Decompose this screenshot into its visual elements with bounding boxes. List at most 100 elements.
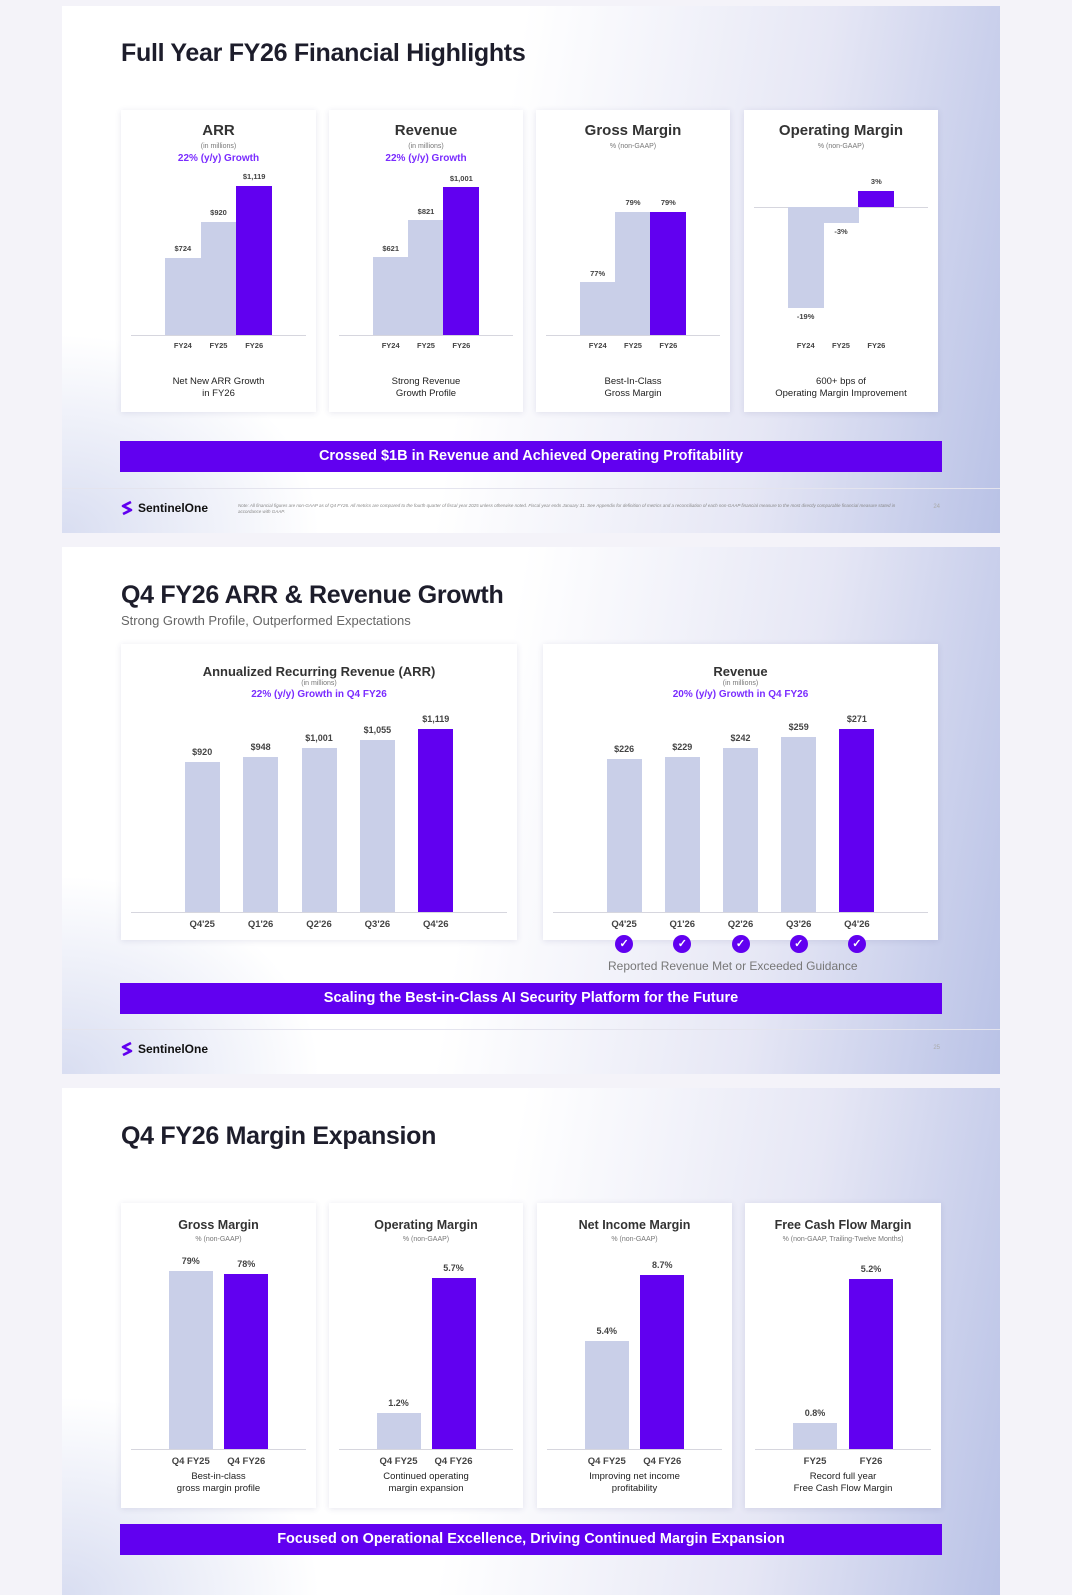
value-label: $226 <box>614 744 635 755</box>
chart-subtitle: % (non-GAAP) <box>195 1236 242 1243</box>
axis-baseline <box>131 1449 306 1450</box>
bar-Q4 FY25 <box>168 1271 213 1449</box>
check-circle-icon: ✓ <box>615 935 634 953</box>
sentinelone-mark-icon <box>121 1041 133 1057</box>
chart-subtitle: % (non-GAAP, Trailing-Twelve Months) <box>782 1236 904 1243</box>
x-tick-label: Q2'26 <box>727 919 754 930</box>
x-tick-label: Q4 FY26 <box>643 1456 682 1467</box>
bar-Q4 FY26 <box>431 1278 476 1449</box>
bar-FY26 <box>236 185 273 335</box>
value-label: $948 <box>250 742 271 753</box>
value-label: $1,001 <box>449 173 473 183</box>
net-income-margin-card: Net Income Margin % (non-GAAP) 5.4% Q4 FY25… <box>537 1203 732 1508</box>
gross-margin-card: Gross Margin % (non-GAAP) 77% FY24 79% FY25 79… <box>536 110 730 412</box>
plot-area: $226 Q4'25 $229 Q1'26 $242 Q2'26 $259 Q3'26 $271… <box>553 714 928 930</box>
axis-baseline <box>553 912 928 913</box>
x-tick-label: FY25 <box>803 1456 827 1467</box>
x-tick-label: FY25 <box>417 341 435 350</box>
plot-area: 0.8% FY25 5.2% FY26 <box>755 1264 931 1467</box>
footer-divider <box>62 1029 1000 1030</box>
footnote: Note: All financial figures are non-GAAP… <box>238 503 896 514</box>
growth-label: 22% (y/y) Growth in Q4 FY26 <box>251 689 387 700</box>
bar-FY24 <box>787 206 824 309</box>
value-label: -19% <box>796 312 815 322</box>
chart-note: Best-in-class gross margin profile <box>176 1471 261 1494</box>
bar-Q4 FY25 <box>376 1413 421 1449</box>
x-tick-label: Q1'26 <box>669 919 696 930</box>
slide-title: Q4 FY26 Margin Expansion <box>121 1122 437 1150</box>
bar-Q3'26 <box>781 736 817 912</box>
gross-margin-card: Gross Margin % (non-GAAP) 79% Q4 FY25 78% Q4 … <box>121 1203 316 1508</box>
bar-FY25 <box>615 211 651 335</box>
chart-subtitle: (in millions) <box>722 680 759 687</box>
x-tick-label: Q4'25 <box>189 919 215 930</box>
chart-subtitle: (in millions) <box>200 143 237 150</box>
bar-Q2'26 <box>723 748 758 912</box>
x-tick-label: FY25 <box>624 341 642 350</box>
chart-subtitle: % (non-GAAP) <box>402 1236 450 1243</box>
bar-Q1'26 <box>243 757 279 912</box>
value-label: $621 <box>382 243 399 253</box>
check-circle-icon: ✓ <box>673 935 692 953</box>
value-label: $1,119 <box>422 714 450 725</box>
value-label: $920 <box>210 208 227 218</box>
value-label: $242 <box>730 733 751 744</box>
bar-FY24 <box>164 257 201 335</box>
axis-baseline <box>131 335 306 336</box>
x-tick-label: Q4 FY25 <box>379 1456 418 1467</box>
bar-FY26 <box>858 190 895 207</box>
value-label: 8.7% <box>651 1260 673 1270</box>
value-label: -3% <box>834 226 848 236</box>
x-tick-label: FY26 <box>867 341 886 350</box>
bar-FY24 <box>372 257 409 335</box>
chart-note: Strong Revenue Growth Profile <box>391 376 461 399</box>
arr-quarterly-card: Annualized Recurring Revenue (ARR) (in mi… <box>121 644 517 940</box>
value-label: 1.2% <box>388 1398 409 1408</box>
value-label: $724 <box>174 244 192 254</box>
bar-FY26 <box>849 1278 893 1449</box>
plot-area: $920 Q4'25 $948 Q1'26 $1,001 Q2'26 $1,055 Q3'26… <box>131 714 507 930</box>
chart-title: Operating Margin <box>374 1218 478 1232</box>
plot-area: $621 FY24 $821 FY25 $1,001 FY26 <box>339 174 513 350</box>
x-tick-label: Q4'25 <box>611 919 637 930</box>
x-tick-label: Q3'26 <box>785 919 812 930</box>
bar-FY25 <box>823 206 859 223</box>
bar-Q4'26 <box>839 728 875 912</box>
x-tick-label: FY26 <box>452 341 471 350</box>
chart-title: Gross Margin <box>178 1218 259 1232</box>
value-label: 79% <box>625 198 641 208</box>
growth-label: 22% (y/y) Growth <box>177 153 260 164</box>
x-tick-label: Q3'26 <box>364 919 391 930</box>
sentinelone-logo: SentinelOne <box>120 1041 208 1057</box>
x-tick-label: FY24 <box>588 341 607 350</box>
x-tick-label: FY26 <box>859 1456 883 1467</box>
chart-title: Revenue <box>713 664 768 679</box>
slide-title: Full Year FY26 Financial Highlights <box>121 39 526 67</box>
x-tick-label: Q1'26 <box>247 919 274 930</box>
plot-area: 77% FY24 79% FY25 79% FY26 <box>546 180 720 350</box>
guidance-caption: Reported Revenue Met or Exceeded Guidanc… <box>608 959 858 973</box>
chart-subtitle: (in millions) <box>301 680 337 687</box>
chart-note: 600+ bps of Operating Margin Improvement <box>775 376 907 399</box>
chart-title: Revenue <box>394 122 458 139</box>
value-label: $1,001 <box>305 733 333 744</box>
x-tick-label: Q2'26 <box>306 919 332 930</box>
check-circle-icon: ✓ <box>731 935 750 953</box>
highlight-banner: Scaling the Best-in-Class AI Security Pl… <box>120 983 942 1014</box>
brand-name: SentinelOne <box>138 501 209 515</box>
chart-note: Net New ARR Growth in FY26 <box>172 376 265 399</box>
page-number: 24 <box>933 504 940 510</box>
value-label: 77% <box>590 268 606 278</box>
plot-area: 1.2% Q4 FY25 5.7% Q4 FY26 <box>339 1263 513 1467</box>
x-tick-label: FY24 <box>796 341 815 350</box>
x-tick-label: FY26 <box>659 341 678 350</box>
bar-FY24 <box>579 282 616 335</box>
operating-margin-card: Operating Margin % (non-GAAP) -19% FY24 -3% F… <box>744 110 938 412</box>
sentinelone-logo: SentinelOne <box>120 500 208 516</box>
slide-title: Q4 FY26 ARR & Revenue Growth <box>121 581 504 609</box>
axis-baseline <box>131 912 507 913</box>
arr-card: ARR (in millions) 22% (y/y) Growth $724 FY24… <box>121 110 316 412</box>
chart-note: Best-In-Class Gross Margin <box>604 376 662 399</box>
x-tick-label: FY24 <box>381 341 400 350</box>
value-label: 3% <box>870 177 882 187</box>
